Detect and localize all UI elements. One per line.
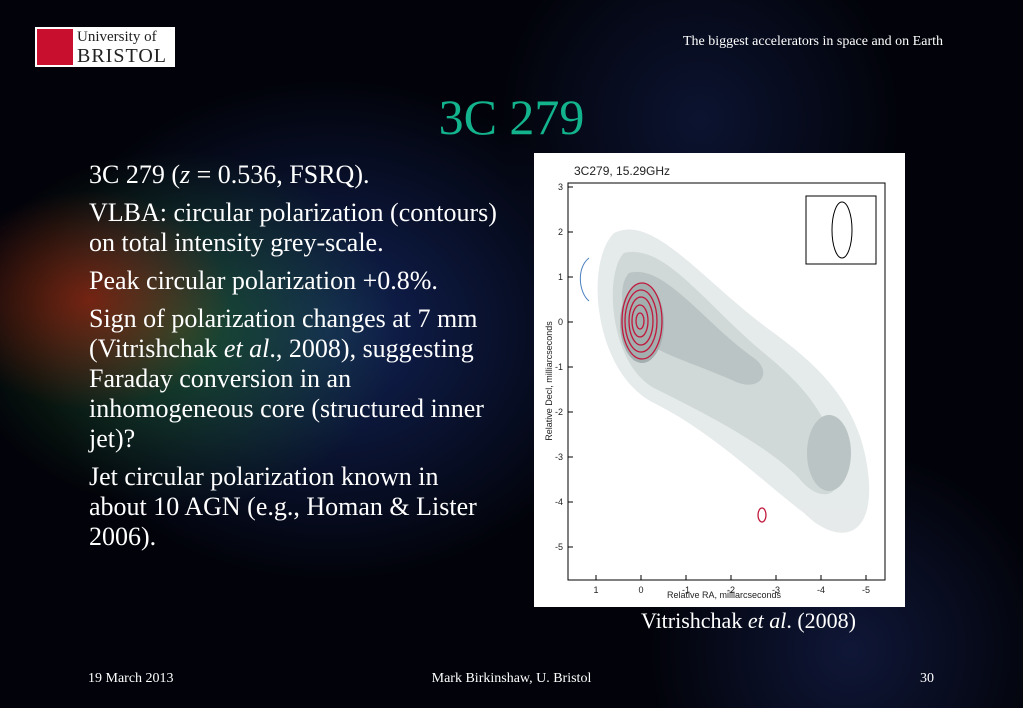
header-subtitle: The biggest accelerators in space and on… <box>682 34 943 49</box>
x-tick-label: 0 <box>638 585 643 595</box>
italic-text: z <box>180 160 191 189</box>
beam-inset <box>805 195 877 265</box>
bullet: VLBA: circular polarization (contours) o… <box>89 198 499 258</box>
footer-date: 19 March 2013 <box>88 671 174 686</box>
text-run: Vitrishchak <box>641 608 748 633</box>
x-tick-label: -4 <box>817 585 825 595</box>
bullet: Sign of polarization changes at 7 mm (Vi… <box>89 304 499 454</box>
y-axis-label: Relative Decl, milliarcseconds <box>544 321 554 441</box>
text-run: Sign of polarization changes at 7 mm (Vi… <box>89 304 478 363</box>
bullet: Jet circular polarization known in about… <box>89 462 499 552</box>
text-run: = 0.536, FSRQ). <box>190 160 370 189</box>
x-tick-label: -2 <box>727 585 735 595</box>
y-tick-label: 1 <box>558 272 563 282</box>
y-tick-label: -1 <box>555 362 563 372</box>
intensity-map <box>597 229 870 533</box>
y-tick-label: 0 <box>558 317 563 327</box>
figure-title: 3C279, 15.29GHz <box>574 164 670 178</box>
text-run: VLBA: circular polarization (contours) o… <box>89 198 497 257</box>
y-tick-label: 3 <box>558 182 563 192</box>
y-tick-label: 2 <box>558 227 563 237</box>
y-tick-label: -2 <box>555 407 563 417</box>
text-run: Jet circular polarization known in about… <box>89 462 477 551</box>
polarization-contours <box>621 282 767 523</box>
logo: University of BRISTOL <box>35 27 175 67</box>
x-tick-label: -5 <box>862 585 870 595</box>
logo-text: BRISTOL <box>77 45 167 67</box>
negative-contour <box>579 257 590 302</box>
text-run: Peak circular polarization +0.8%. <box>89 266 438 295</box>
x-tick-label: -3 <box>772 585 780 595</box>
text-run: 3C 279 ( <box>89 160 180 189</box>
plot-frame <box>567 182 886 581</box>
x-axis-label: Relative RA, milliarcseconds <box>667 590 782 600</box>
text-run: ., 2008), suggesting Faraday conversion … <box>89 334 484 453</box>
x-tick-label: -1 <box>682 585 690 595</box>
y-tick-label: -3 <box>555 452 563 462</box>
beam-ellipse <box>831 201 853 259</box>
figure: 3C279, 15.29GHz Relative RA, milliarcsec… <box>534 153 905 607</box>
y-tick-label: -5 <box>555 542 563 552</box>
figure-caption: Vitrishchak et al. (2008) <box>641 608 856 634</box>
bullet: Peak circular polarization +0.8%. <box>89 266 499 296</box>
slide-title: 3C 279 <box>438 89 585 145</box>
italic-text: et al <box>747 608 787 633</box>
x-tick-label: 1 <box>593 585 598 595</box>
logo-crest <box>37 29 73 65</box>
italic-text: et al <box>223 334 270 363</box>
y-tick-label: -4 <box>555 497 563 507</box>
text-run: . (2008) <box>786 608 856 633</box>
bullet: 3C 279 (z = 0.536, FSRQ). <box>89 160 499 190</box>
footer-author: Mark Birkinshaw, U. Bristol <box>431 671 592 686</box>
footer-page: 30 <box>920 671 934 686</box>
bullet-list: 3C 279 (z = 0.536, FSRQ). VLBA: circular … <box>89 160 499 560</box>
logo-text: University of <box>77 29 157 45</box>
